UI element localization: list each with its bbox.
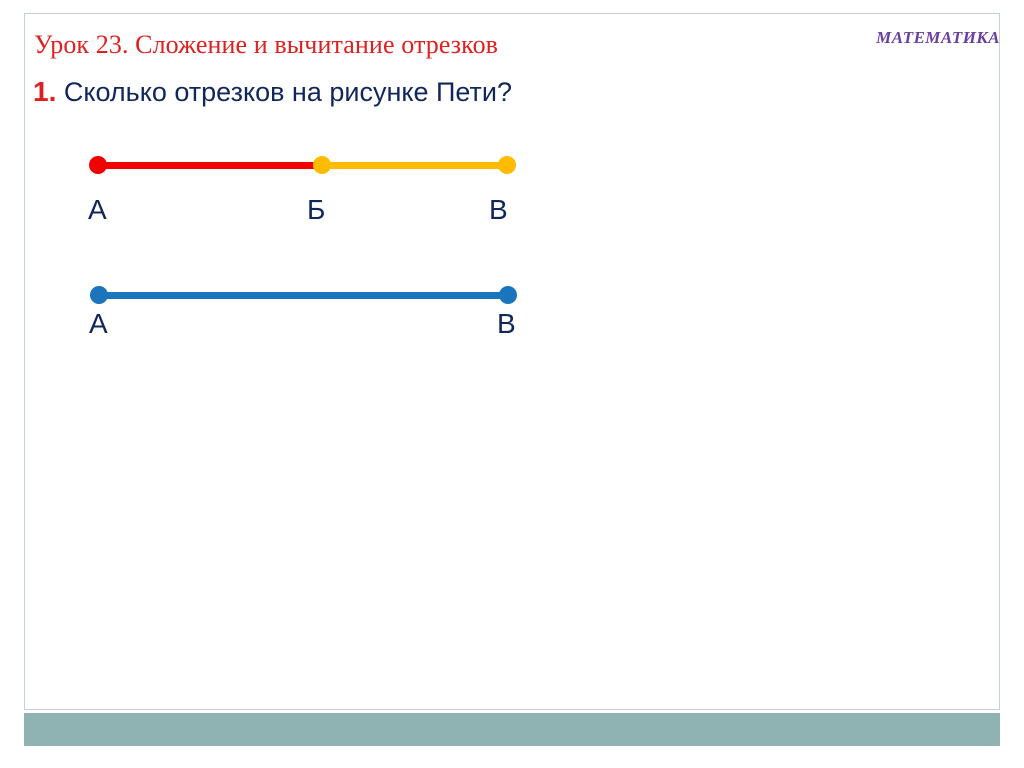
question-number: 1.: [33, 76, 57, 107]
slide-frame: [24, 13, 1000, 710]
lesson-title: Урок 23. Сложение и вычитание отрезков: [34, 30, 499, 59]
question-text: Сколько отрезков на рисунке Пети?: [56, 77, 512, 107]
subject-label: МАТЕМАТИКА: [876, 28, 1000, 47]
footer-bar: [24, 713, 1000, 746]
question-line: 1. Сколько отрезков на рисунке Пети?: [33, 76, 512, 108]
